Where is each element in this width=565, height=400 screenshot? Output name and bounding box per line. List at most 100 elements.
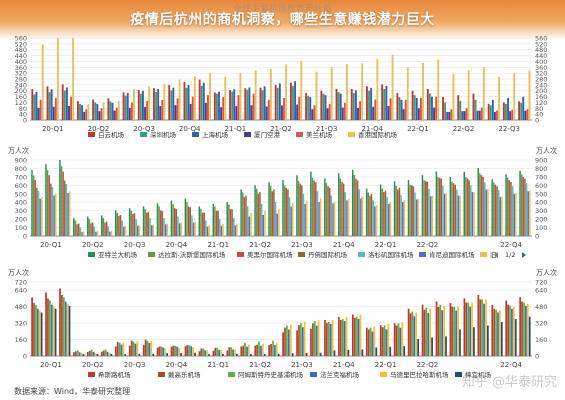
bar bbox=[261, 343, 264, 356]
legend-label: 樟宜机场 bbox=[465, 370, 492, 379]
y-tick-label-right: 400 bbox=[535, 58, 547, 66]
bar bbox=[200, 348, 203, 356]
bar bbox=[526, 303, 529, 356]
bar bbox=[187, 206, 190, 236]
bar bbox=[68, 106, 70, 120]
y-tick-label: 900 bbox=[15, 157, 27, 165]
bar bbox=[376, 58, 379, 120]
bar bbox=[292, 85, 294, 120]
legend-label: 美兰机场 bbox=[306, 130, 333, 139]
bar bbox=[190, 346, 193, 356]
bar bbox=[285, 64, 288, 120]
bar bbox=[224, 76, 227, 120]
bar bbox=[367, 192, 370, 236]
bar bbox=[426, 88, 429, 120]
bar bbox=[529, 190, 531, 236]
bar bbox=[412, 186, 415, 236]
legend-swatch bbox=[358, 252, 365, 257]
y-axis-label: 万人次 bbox=[8, 146, 29, 155]
bar bbox=[402, 109, 405, 120]
bar bbox=[239, 73, 242, 120]
x-tick-label: 22-Q1 bbox=[407, 125, 429, 133]
bar bbox=[341, 107, 344, 120]
legend-label: 丹佛国际机场 bbox=[308, 250, 348, 259]
bar bbox=[466, 178, 469, 236]
bar bbox=[291, 353, 294, 356]
bar bbox=[428, 188, 430, 236]
pager-next-icon bbox=[522, 252, 526, 258]
bar bbox=[78, 352, 81, 356]
bar bbox=[65, 87, 68, 120]
bar bbox=[80, 353, 83, 356]
bar bbox=[470, 185, 472, 236]
bar bbox=[525, 305, 527, 356]
bar bbox=[166, 353, 168, 356]
bar bbox=[344, 192, 347, 236]
y-tick-label: 500 bbox=[15, 190, 27, 198]
bar bbox=[463, 171, 465, 236]
bar bbox=[95, 231, 97, 236]
bar bbox=[31, 169, 33, 236]
bar bbox=[109, 101, 112, 120]
y-tick-label-right: 520 bbox=[535, 40, 547, 48]
bar bbox=[246, 346, 248, 356]
bar bbox=[496, 110, 498, 120]
bar bbox=[465, 108, 468, 120]
bar bbox=[406, 67, 409, 120]
bar bbox=[333, 201, 336, 236]
bar bbox=[331, 320, 334, 356]
bar bbox=[100, 108, 103, 120]
bar bbox=[122, 92, 125, 120]
bar bbox=[192, 347, 194, 356]
bar bbox=[88, 219, 91, 236]
bar bbox=[425, 307, 428, 356]
bar bbox=[269, 68, 272, 120]
bar bbox=[433, 107, 435, 120]
bar bbox=[40, 312, 43, 356]
bar bbox=[82, 231, 85, 236]
legend-label: 旧 bbox=[490, 251, 497, 259]
bar bbox=[527, 191, 529, 236]
y-tick-label: 800 bbox=[15, 165, 27, 173]
legend-swatch bbox=[455, 372, 462, 377]
bar bbox=[67, 193, 69, 236]
bar bbox=[292, 203, 294, 236]
bar bbox=[230, 347, 233, 356]
bar bbox=[361, 196, 364, 236]
bar bbox=[49, 300, 51, 356]
bar bbox=[184, 346, 187, 356]
bar bbox=[353, 175, 356, 236]
bar bbox=[147, 211, 150, 236]
bar bbox=[326, 108, 329, 120]
bar bbox=[250, 212, 252, 236]
bar bbox=[74, 220, 77, 236]
bar bbox=[33, 303, 35, 356]
bar bbox=[168, 84, 171, 120]
bar bbox=[218, 91, 220, 120]
bar bbox=[372, 106, 375, 120]
bar bbox=[144, 106, 146, 120]
bar bbox=[233, 218, 235, 236]
bar bbox=[212, 350, 215, 356]
bar bbox=[94, 102, 97, 120]
bar bbox=[375, 204, 378, 236]
bar bbox=[511, 308, 513, 356]
bar bbox=[121, 220, 123, 236]
x-tick-label: 22-Q1 bbox=[375, 241, 397, 249]
bar bbox=[499, 310, 501, 356]
bar bbox=[360, 198, 362, 236]
bar bbox=[146, 212, 148, 236]
bar bbox=[396, 93, 399, 120]
bar bbox=[393, 181, 396, 236]
bar bbox=[134, 343, 137, 356]
bar bbox=[150, 340, 153, 356]
bar bbox=[137, 225, 139, 236]
bar bbox=[61, 294, 63, 356]
bar bbox=[510, 181, 512, 236]
bar bbox=[37, 190, 40, 236]
bar bbox=[304, 203, 306, 236]
bar bbox=[398, 187, 401, 236]
bar bbox=[370, 87, 373, 120]
bar bbox=[404, 99, 407, 120]
